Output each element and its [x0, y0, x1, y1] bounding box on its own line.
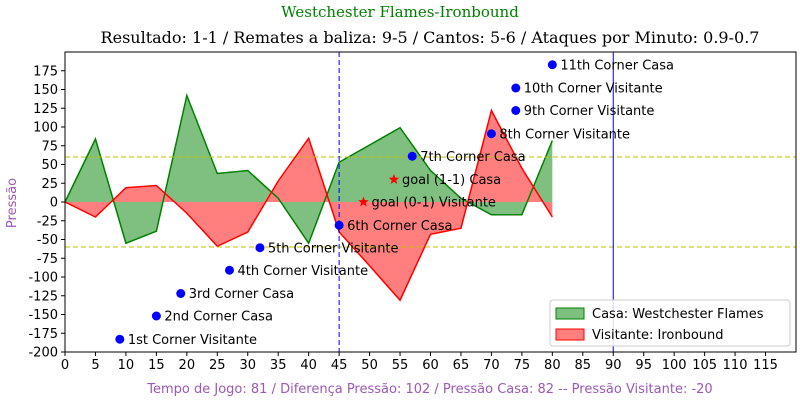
x-tick-label: 115	[753, 358, 778, 373]
corner-marker	[511, 83, 521, 93]
corner-marker	[407, 151, 417, 161]
y-tick-label: 25	[41, 177, 58, 192]
area-away	[65, 110, 553, 301]
x-tick-label: 110	[723, 358, 748, 373]
y-tick-label: 100	[33, 121, 58, 136]
x-tick-label: 35	[270, 358, 287, 373]
event-label: goal (1-1) Casa	[402, 173, 501, 188]
x-tick-label: 10	[118, 358, 135, 373]
x-tick-label: 40	[300, 358, 317, 373]
x-tick-label: 80	[544, 358, 561, 373]
x-tick-label: 45	[331, 358, 348, 373]
y-tick-label: -125	[28, 289, 58, 304]
x-tick-label: 5	[91, 358, 99, 373]
event-label: 9th Corner Visitante	[524, 104, 655, 119]
legend-box	[549, 299, 791, 347]
x-tick-label: 55	[392, 358, 409, 373]
y-tick-label: -150	[28, 308, 58, 323]
corner-marker	[334, 220, 344, 230]
goal-marker	[388, 174, 400, 184]
legend-label: Casa: Westchester Flames	[592, 307, 764, 322]
x-tick-label: 95	[635, 358, 652, 373]
corner-marker	[176, 289, 186, 298]
y-tick-label: -50	[37, 233, 58, 248]
y-tick-label: -175	[28, 327, 58, 342]
x-tick-label: 75	[514, 358, 531, 373]
event-label: 2nd Corner Casa	[164, 310, 273, 325]
chart-title: Westchester Flames-Ironbound	[281, 3, 519, 21]
x-tick-label: 85	[575, 358, 592, 373]
legend-label: Visitante: Ironbound	[592, 328, 724, 343]
legend-swatch-away	[555, 328, 585, 341]
x-tick-label: 70	[483, 358, 500, 373]
corner-marker	[115, 334, 125, 344]
chart-footer: Tempo de Jogo: 81 / Diferença Pressão: 1…	[146, 382, 712, 397]
goal-marker	[358, 196, 369, 207]
x-tick-label: 65	[453, 358, 470, 373]
corner-marker	[547, 60, 557, 70]
y-tick-label: -75	[37, 252, 58, 267]
corner-marker	[255, 243, 265, 253]
corner-marker	[151, 311, 161, 321]
corner-marker	[486, 129, 496, 139]
event-label: 10th Corner Visitante	[524, 82, 663, 97]
x-tick-label: 60	[422, 358, 439, 373]
event-label: 5th Corner Visitante	[268, 241, 399, 256]
y-axis-label: Pressão	[5, 178, 20, 228]
event-label: 1st Corner Visitante	[128, 333, 257, 348]
event-label: 7th Corner Casa	[420, 150, 525, 165]
chart-subtitle: Resultado: 1-1 / Remates a baliza: 9-5 /…	[101, 28, 760, 47]
y-tick-label: 75	[41, 139, 58, 154]
x-tick-label: 90	[605, 358, 622, 373]
y-tick-label: -25	[37, 214, 58, 229]
line-away	[64, 108, 553, 302]
corner-marker	[511, 106, 521, 115]
x-tick-label: 100	[662, 358, 687, 373]
y-tick-label: 0	[50, 196, 58, 211]
x-tick-label: 50	[361, 358, 378, 373]
event-label: 4th Corner Visitante	[237, 264, 368, 279]
x-tick-label: 0	[61, 358, 69, 373]
y-tick-label: -100	[28, 271, 58, 286]
plot-area: 0 5 10 15 20 25 30 35 40 45 50 55 60 65 70 75 80 85 90 95 10…	[28, 51, 797, 373]
line-home	[64, 92, 554, 245]
event-label: 6th Corner Casa	[347, 219, 452, 234]
x-tick-label: 20	[179, 358, 196, 373]
x-tick-label: 30	[239, 358, 256, 373]
area-home	[65, 95, 553, 244]
corner-marker	[224, 265, 234, 275]
event-label: 11th Corner Casa	[560, 58, 674, 73]
y-tick-label: -200	[28, 346, 58, 361]
y-tick-label: 150	[33, 83, 58, 98]
y-tick-label: 125	[33, 102, 58, 117]
x-tick-label: 25	[209, 358, 226, 373]
y-tick-label: 175	[33, 64, 58, 79]
x-tick-label: 105	[692, 358, 717, 373]
event-label: 3rd Corner Casa	[189, 287, 294, 302]
x-tick-label: 15	[148, 358, 165, 373]
event-label: 8th Corner Visitante	[499, 127, 630, 142]
event-label: goal (0-1) Visitante	[371, 196, 495, 211]
y-tick-label: 50	[41, 158, 58, 173]
legend-swatch-home	[555, 307, 585, 320]
